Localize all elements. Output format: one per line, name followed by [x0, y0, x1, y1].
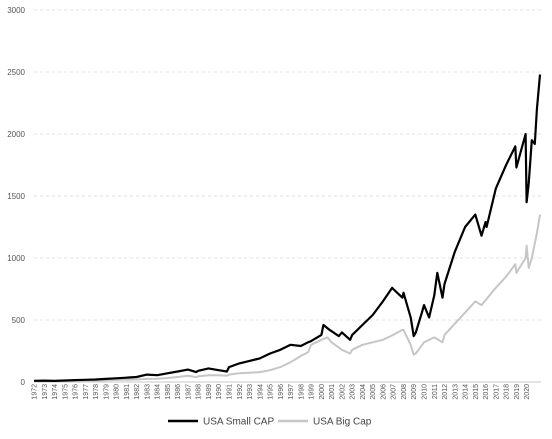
- x-tick-label: 1998: [298, 384, 305, 400]
- y-tick-label: 1000: [7, 254, 25, 263]
- y-tick-label: 3000: [7, 6, 25, 15]
- x-tick-label: 2010: [422, 384, 429, 400]
- x-tick-label: 2004: [360, 384, 367, 400]
- x-tick-label: 1987: [185, 384, 192, 400]
- x-tick-label: 2011: [432, 384, 439, 399]
- y-tick-label: 0: [21, 378, 26, 387]
- x-tick-label: 1981: [124, 384, 131, 400]
- x-tick-label: 2003: [350, 384, 357, 400]
- x-tick-label: 1972: [32, 384, 39, 400]
- x-tick-label: 1997: [288, 384, 295, 400]
- y-axis-ticks: 0 500 1000 1500 2000 2500 3000: [7, 6, 25, 387]
- legend: USA Small CAP USA Big Cap: [168, 417, 372, 428]
- x-tick-label: 1988: [196, 384, 203, 400]
- x-tick-label: 1983: [144, 384, 151, 400]
- x-tick-label: 2009: [411, 384, 418, 400]
- x-tick-label: 1982: [134, 384, 141, 400]
- series-line-0: [33, 74, 542, 382]
- x-tick-label: 1995: [268, 384, 275, 400]
- x-tick-label: 1975: [62, 384, 69, 400]
- x-tick-label: 2018: [504, 384, 511, 400]
- x-tick-label: 2006: [380, 384, 387, 400]
- x-tick-label: 1973: [42, 384, 49, 400]
- x-tick-label: 1993: [247, 384, 254, 400]
- gridlines: [34, 9, 541, 321]
- legend-label: USA Small CAP: [203, 417, 274, 428]
- legend-label: USA Big Cap: [313, 417, 372, 428]
- x-tick-label: 1980: [114, 384, 121, 400]
- x-tick-label: 2005: [370, 384, 377, 400]
- x-tick-label: 2015: [473, 384, 480, 400]
- x-tick-label: 1994: [257, 384, 264, 400]
- x-tick-label: 2001: [329, 384, 336, 400]
- x-tick-label: 1977: [83, 384, 90, 400]
- x-tick-label: 2007: [391, 384, 398, 400]
- x-tick-label: 2008: [401, 384, 408, 400]
- x-tick-label: 2000: [319, 384, 326, 400]
- x-tick-label: 1999: [309, 384, 316, 400]
- x-axis-ticks: 1972 1973 1974 1975 1976 1977 1978 1979 1980 1981…: [32, 384, 532, 400]
- x-tick-label: 1978: [93, 384, 100, 400]
- x-tick-label: 1991: [227, 384, 234, 400]
- x-tick-label: 2012: [442, 384, 449, 400]
- series-line-1: [33, 214, 541, 383]
- x-tick-label: 2019: [514, 384, 521, 400]
- x-tick-label: 1984: [155, 384, 162, 400]
- y-tick-label: 2000: [7, 130, 25, 139]
- y-tick-label: 1500: [7, 192, 25, 201]
- x-tick-label: 1992: [237, 384, 244, 400]
- x-tick-label: 2014: [463, 384, 470, 400]
- x-tick-label: 1989: [206, 384, 213, 400]
- x-tick-label: 1990: [216, 384, 223, 400]
- x-tick-label: 1974: [52, 384, 59, 400]
- x-tick-label: 2013: [452, 384, 459, 400]
- x-tick-label: 1986: [175, 384, 182, 400]
- x-tick-label: 1979: [103, 384, 110, 400]
- x-tick-label: 2002: [339, 384, 346, 400]
- y-tick-label: 2500: [7, 68, 25, 77]
- series-lines: [33, 74, 542, 383]
- x-tick-label: 1985: [165, 384, 172, 400]
- x-tick-label: 2017: [493, 384, 500, 400]
- x-tick-label: 2016: [483, 384, 490, 400]
- x-tick-label: 1976: [73, 384, 80, 400]
- y-tick-label: 500: [12, 316, 26, 325]
- x-tick-label: 2020: [524, 384, 531, 400]
- x-tick-label: 1996: [278, 384, 285, 400]
